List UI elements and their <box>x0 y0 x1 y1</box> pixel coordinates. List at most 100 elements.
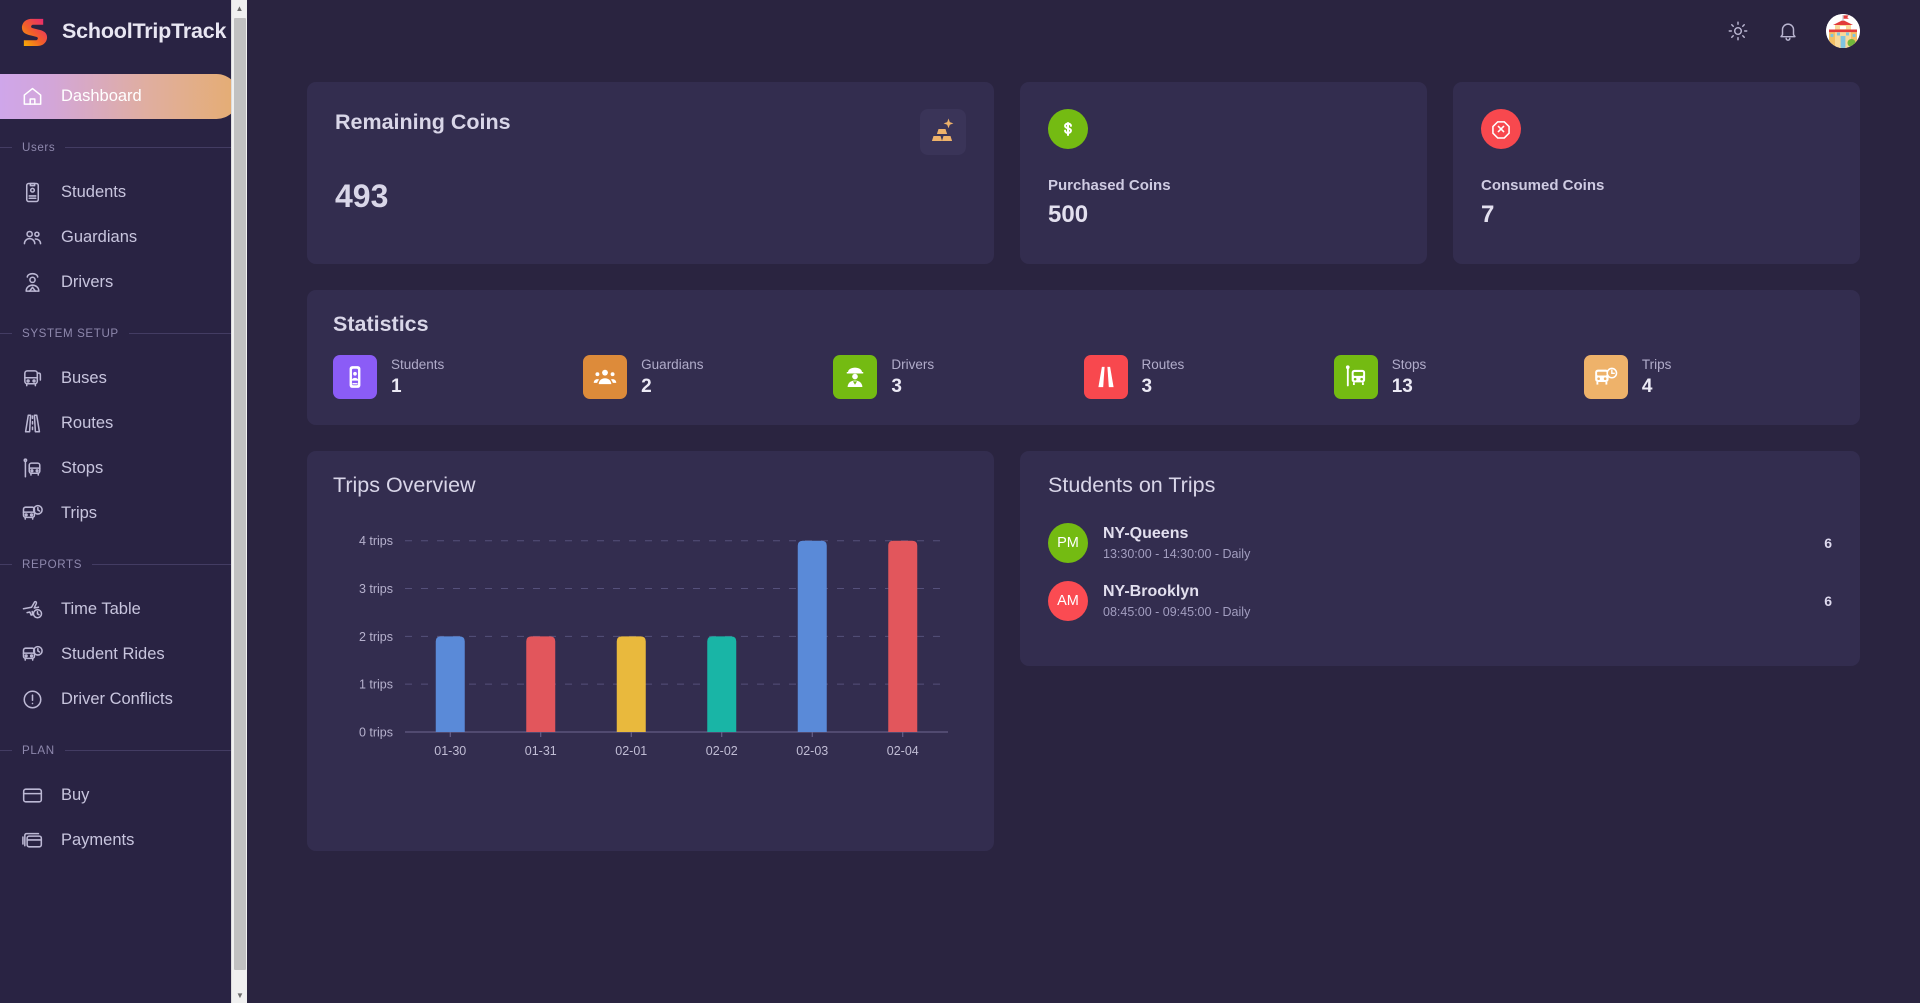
sidebar-item-label: Buses <box>61 369 107 387</box>
bus-clock-icon <box>1583 355 1628 399</box>
sidebar-scroll-content: SchoolTripTrack Dashboard Users Students Gu… <box>0 0 247 883</box>
remaining-coins-value: 493 <box>335 178 389 214</box>
trip-name: NY-Queens <box>1103 525 1189 542</box>
statistic-label: Routes <box>1141 357 1185 372</box>
sidebar-item-student-rides[interactable]: Student Rides <box>0 632 239 677</box>
sidebar-item-guardians[interactable]: Guardians <box>0 215 239 260</box>
bus-stop-icon <box>21 457 44 480</box>
statistic-text: Guardians 2 <box>641 355 703 399</box>
students-on-trips-card: Students on Trips PM NY-Queens 13:30:00 - … <box>1020 451 1860 666</box>
school-building-avatar[interactable] <box>1826 14 1860 48</box>
chart-ytick-label: 2 trips <box>359 630 393 644</box>
sidebar-item-driver-conflicts[interactable]: Driver Conflicts <box>0 677 239 722</box>
sidebar-section-plan: PLAN <box>0 744 247 757</box>
brightness-sun-icon[interactable] <box>1726 19 1750 43</box>
sidebar-scrollbar[interactable]: ▲ ▼ <box>231 0 247 1003</box>
statistic-text: Drivers 3 <box>891 355 934 399</box>
statistic-label: Trips <box>1641 357 1672 372</box>
trip-schedule: 13:30:00 - 14:30:00 - Daily <box>1103 547 1251 561</box>
remaining-coins-title: Remaining Coins <box>335 110 511 134</box>
trip-info: NY-Brooklyn 08:45:00 - 09:45:00 - Daily <box>1103 583 1809 619</box>
sidebar-item-label: Trips <box>61 504 98 522</box>
trip-list-item[interactable]: PM NY-Queens 13:30:00 - 14:30:00 - Daily 6 <box>1048 514 1832 572</box>
statistic-guardians[interactable]: Guardians 2 <box>583 355 833 399</box>
trip-schedule: 08:45:00 - 09:45:00 - Daily <box>1103 605 1251 619</box>
sidebar-section-users: Users <box>0 141 247 154</box>
statistic-trips[interactable]: Trips 4 <box>1583 355 1834 399</box>
statistic-routes[interactable]: Routes 3 <box>1083 355 1334 399</box>
statistic-text: Stops 13 <box>1392 355 1427 399</box>
credit-card-icon <box>21 784 44 807</box>
road-icon <box>1083 355 1128 399</box>
trip-list-item[interactable]: AM NY-Brooklyn 08:45:00 - 09:45:00 - Daily… <box>1048 572 1832 630</box>
purchased-coins-card: Purchased Coins 500 <box>1020 82 1427 264</box>
sidebar-item-stops[interactable]: Stops <box>0 446 239 491</box>
statistics-title: Statistics <box>333 312 429 336</box>
students-on-trips-title: Students on Trips <box>1048 473 1216 497</box>
sidebar-item-trips[interactable]: Trips <box>0 491 239 536</box>
sidebar-section-label: PLAN <box>22 744 55 757</box>
sidebar-item-time-table[interactable]: Time Table <box>0 587 239 632</box>
trips-overview-card: Trips Overview 0 trips 1 trips 2 trips 3 tr… <box>307 451 994 851</box>
trip-avatar-initials: AM <box>1048 581 1088 621</box>
sidebar-item-students[interactable]: Students <box>0 170 239 215</box>
purchased-coins-value: 500 <box>1048 201 1089 228</box>
chart-ytick-label: 3 trips <box>359 582 393 596</box>
sidebar-nav: Dashboard Users Students Guardians Drivers SY… <box>0 62 247 863</box>
plane-clock-icon <box>21 598 44 621</box>
chart-ytick-label: 1 trips <box>359 678 393 692</box>
divider-left <box>0 564 12 565</box>
statistic-drivers[interactable]: Drivers 3 <box>833 355 1083 399</box>
sidebar-item-drivers[interactable]: Drivers <box>0 260 239 305</box>
brand[interactable]: SchoolTripTrack <box>0 0 247 62</box>
brand-name: SchoolTripTrack <box>62 18 227 43</box>
id-badge-icon <box>333 355 377 399</box>
sidebar-section-label: SYSTEM SETUP <box>22 327 119 340</box>
gold-bars-icon <box>920 109 966 155</box>
consumed-coins-label: Consumed Coins <box>1481 177 1605 194</box>
scrollbar-thumb[interactable] <box>234 18 246 970</box>
sidebar-item-label: Driver Conflicts <box>61 690 173 708</box>
chart-xtick-label: 02-03 <box>796 744 828 758</box>
dashboard-content: Remaining Coins 493 <box>247 62 1920 851</box>
sidebar-section-system-setup: SYSTEM SETUP <box>0 327 247 340</box>
sidebar-item-label: Stops <box>61 459 104 477</box>
sidebar-item-label: Drivers <box>61 273 114 291</box>
bell-icon[interactable] <box>1776 19 1800 43</box>
chart-bar <box>707 636 737 732</box>
divider-left <box>0 333 12 334</box>
bus-clock-icon <box>21 502 44 525</box>
sidebar-item-buses[interactable]: Buses <box>0 356 239 401</box>
scrollbar-down-arrow[interactable]: ▼ <box>236 990 244 1000</box>
statistic-text: Trips 4 <box>1642 355 1672 399</box>
id-badge-icon <box>21 181 44 204</box>
road-icon <box>21 412 44 435</box>
statistic-value: 2 <box>641 376 652 398</box>
s-logo-icon <box>20 15 49 48</box>
bus-clock-icon <box>21 643 44 666</box>
bus-icon <box>21 367 44 390</box>
sidebar-item-dashboard[interactable]: Dashboard <box>0 74 239 119</box>
chart-bar <box>435 636 465 732</box>
chart-bar <box>616 636 646 732</box>
people-group-icon <box>583 355 628 399</box>
sidebar-section-label: Users <box>22 141 56 154</box>
statistic-students[interactable]: Students 1 <box>333 355 583 399</box>
trips-bar-chart: 0 trips 1 trips 2 trips 3 trips 4 trips 01-30… <box>333 510 968 810</box>
consumed-coins-value: 7 <box>1481 201 1495 228</box>
statistic-value: 3 <box>891 376 902 398</box>
sidebar-item-buy[interactable]: Buy <box>0 773 239 818</box>
statistic-stops[interactable]: Stops 13 <box>1333 355 1584 399</box>
sidebar-item-label: Time Table <box>61 600 141 618</box>
chart-bar <box>888 540 918 732</box>
chart-xtick-label: 01-30 <box>434 744 466 758</box>
trips-overview-title: Trips Overview <box>333 473 476 497</box>
sidebar-item-routes[interactable]: Routes <box>0 401 239 446</box>
sidebar-item-payments[interactable]: Payments <box>0 818 239 863</box>
trip-info: NY-Queens 13:30:00 - 14:30:00 - Daily <box>1103 525 1809 561</box>
scrollbar-up-arrow[interactable]: ▲ <box>235 3 244 13</box>
statistic-label: Students <box>391 357 445 372</box>
divider-left <box>0 750 12 751</box>
trip-student-count: 6 <box>1824 535 1832 551</box>
